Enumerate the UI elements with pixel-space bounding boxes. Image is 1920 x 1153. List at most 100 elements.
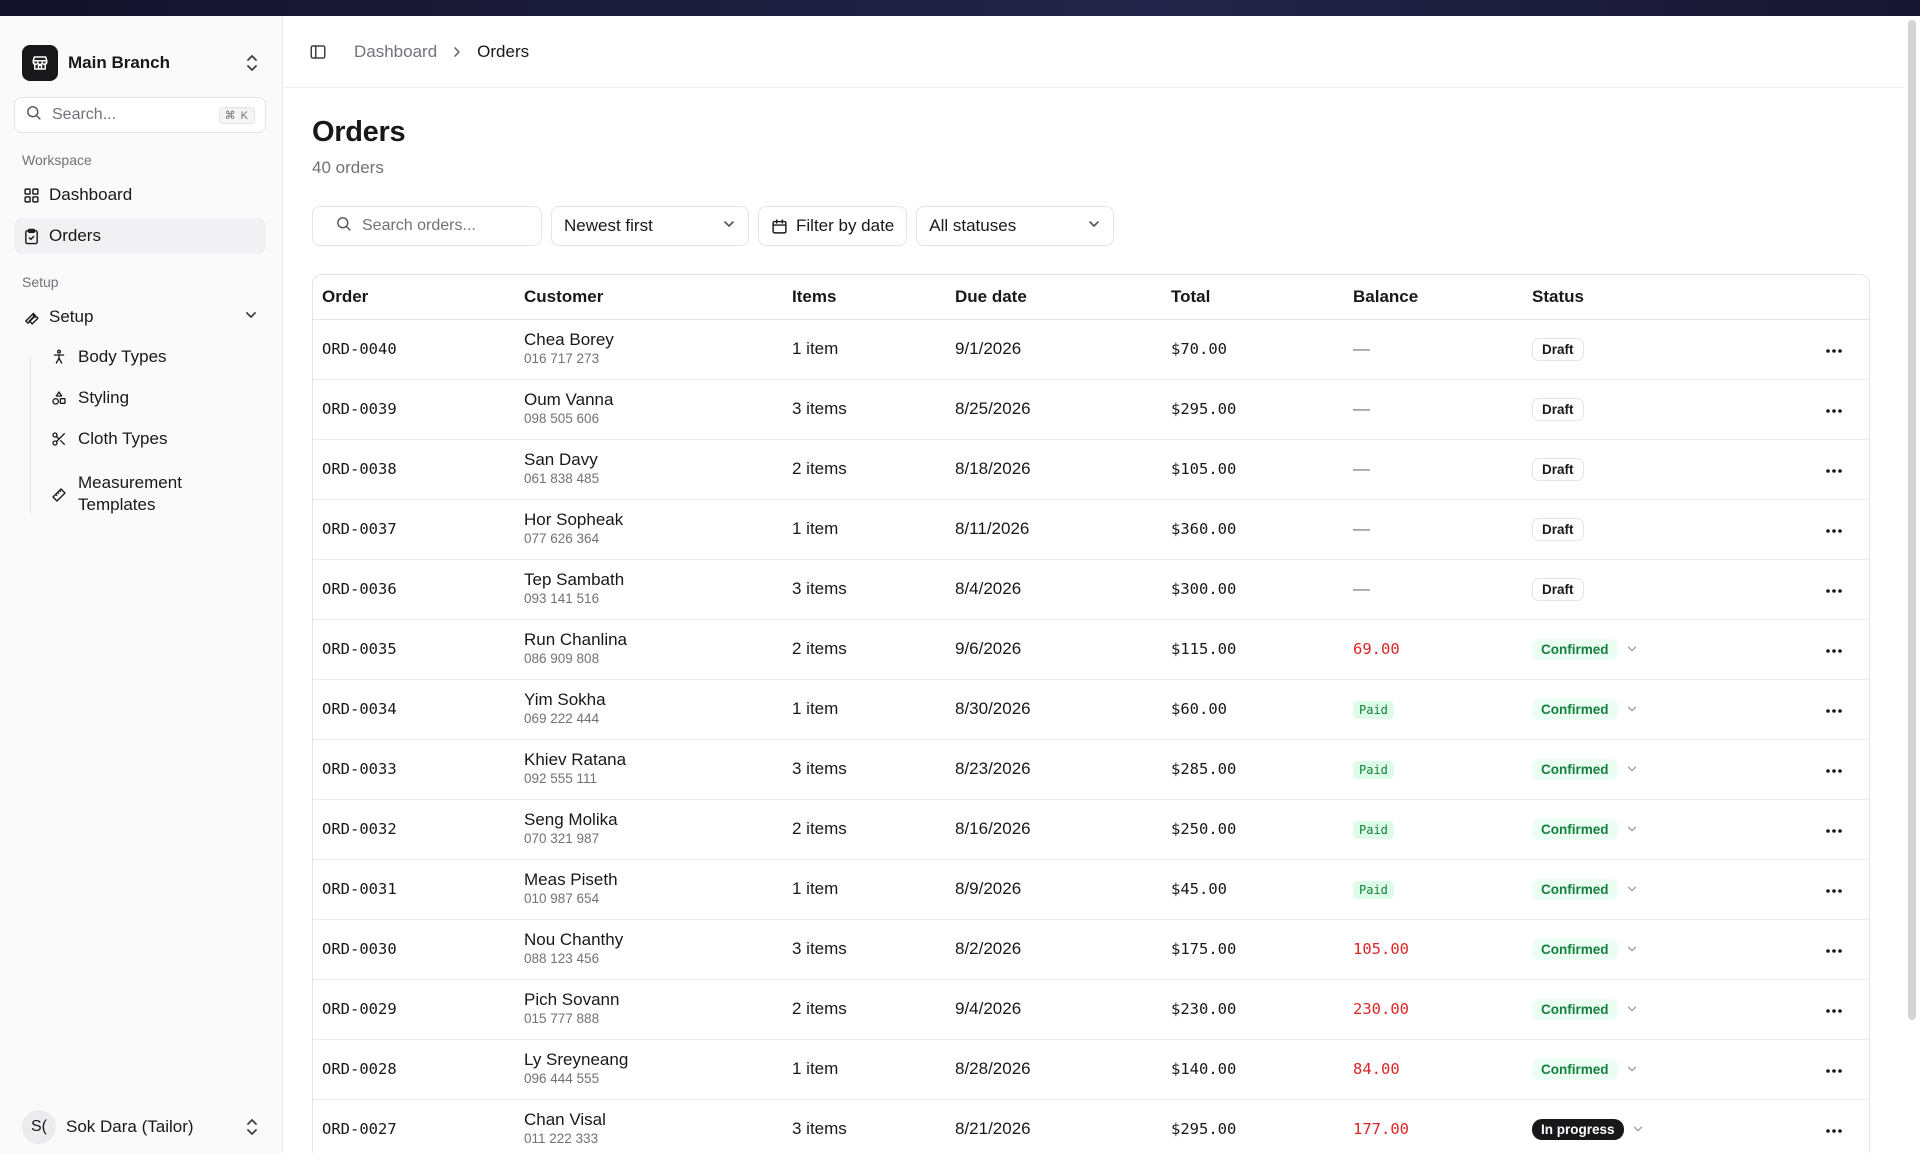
more-actions-icon[interactable] bbox=[1799, 379, 1869, 440]
table-row[interactable]: ORD-0031 Meas Piseth 010 987 654 1 item 8/9/… bbox=[313, 859, 1869, 920]
status-badge[interactable]: Draft bbox=[1532, 337, 1584, 361]
column-header-due-date[interactable]: Due date bbox=[946, 275, 1162, 320]
sidebar-search-input[interactable]: Search... ⌘ K bbox=[14, 97, 266, 133]
chevron-down-icon[interactable] bbox=[1626, 1003, 1638, 1015]
column-header-items[interactable]: Items bbox=[783, 275, 946, 320]
sort-select[interactable]: Newest first bbox=[551, 206, 749, 246]
order-id[interactable]: ORD-0039 bbox=[313, 379, 515, 440]
status-cell: Draft bbox=[1523, 439, 1799, 500]
status-badge[interactable]: Draft bbox=[1532, 577, 1584, 601]
status-badge[interactable]: Confirmed bbox=[1532, 878, 1618, 900]
status-badge[interactable]: Confirmed bbox=[1532, 1058, 1618, 1080]
more-actions-icon[interactable] bbox=[1799, 1039, 1869, 1100]
order-total: $295.00 bbox=[1162, 379, 1344, 440]
chevron-down-icon[interactable] bbox=[1626, 643, 1638, 655]
column-header-customer[interactable]: Customer bbox=[515, 275, 783, 320]
sidebar-group-setup[interactable]: Setup bbox=[14, 299, 266, 335]
sidebar-item-dashboard[interactable]: Dashboard bbox=[14, 177, 266, 213]
status-select[interactable]: All statuses bbox=[916, 206, 1115, 246]
order-id[interactable]: ORD-0038 bbox=[313, 439, 515, 500]
table-row[interactable]: ORD-0035 Run Chanlina 086 909 808 2 items 9/… bbox=[313, 619, 1869, 680]
filter-by-date-button[interactable]: Filter by date bbox=[758, 206, 908, 246]
table-row[interactable]: ORD-0027 Chan Visal 011 222 333 3 items 8/21… bbox=[313, 1099, 1869, 1153]
balance-cell: Paid bbox=[1344, 679, 1523, 740]
chevron-down-icon[interactable] bbox=[1632, 1123, 1644, 1135]
table-row[interactable]: ORD-0038 San Davy 061 838 485 2 items 8/18/2… bbox=[313, 439, 1869, 500]
status-badge[interactable]: In progress bbox=[1532, 1118, 1624, 1140]
column-header-total[interactable]: Total bbox=[1162, 275, 1344, 320]
orders-table: Order Customer Items Due date Total Bala… bbox=[312, 274, 1870, 1153]
status-badge[interactable]: Confirmed bbox=[1532, 938, 1618, 960]
more-actions-icon[interactable] bbox=[1799, 439, 1869, 500]
more-actions-icon[interactable] bbox=[1799, 559, 1869, 620]
more-actions-icon[interactable] bbox=[1799, 859, 1869, 920]
sidebar-item-label: Measurement Templates bbox=[78, 473, 182, 514]
table-row[interactable]: ORD-0037 Hor Sopheak 077 626 364 1 item 8/11… bbox=[313, 499, 1869, 560]
more-actions-icon[interactable] bbox=[1799, 919, 1869, 980]
chevron-down-icon[interactable] bbox=[1626, 823, 1638, 835]
table-row[interactable]: ORD-0039 Oum Vanna 098 505 606 3 items 8/25/… bbox=[313, 379, 1869, 440]
order-id[interactable]: ORD-0034 bbox=[313, 679, 515, 740]
table-row[interactable]: ORD-0036 Tep Sambath 093 141 516 3 items 8/4… bbox=[313, 559, 1869, 620]
sidebar-item-measurement-templates[interactable]: Measurement Templates bbox=[42, 472, 264, 516]
order-id[interactable]: ORD-0029 bbox=[313, 979, 515, 1040]
sidebar-item-styling[interactable]: Styling bbox=[42, 387, 264, 409]
item-count: 2 items bbox=[783, 619, 946, 680]
customer-name: Nou Chanthy bbox=[524, 930, 624, 949]
more-actions-icon[interactable] bbox=[1799, 1099, 1869, 1153]
table-row[interactable]: ORD-0033 Khiev Ratana 092 555 111 3 items 8/… bbox=[313, 739, 1869, 800]
status-badge[interactable]: Confirmed bbox=[1532, 998, 1618, 1020]
more-actions-icon[interactable] bbox=[1799, 979, 1869, 1040]
more-actions-icon[interactable] bbox=[1799, 679, 1869, 740]
chevron-down-icon[interactable] bbox=[1626, 763, 1638, 775]
table-row[interactable]: ORD-0028 Ly Sreyneang 096 444 555 1 item 8/2… bbox=[313, 1039, 1869, 1100]
page-scrollbar[interactable] bbox=[1908, 20, 1916, 1020]
sidebar-toggle-icon[interactable] bbox=[308, 42, 328, 62]
table-row[interactable]: ORD-0032 Seng Molika 070 321 987 2 items 8/1… bbox=[313, 799, 1869, 860]
sidebar-item-cloth-types[interactable]: Cloth Types bbox=[42, 428, 264, 450]
order-id[interactable]: ORD-0030 bbox=[313, 919, 515, 980]
order-id[interactable]: ORD-0040 bbox=[313, 319, 515, 380]
order-id[interactable]: ORD-0028 bbox=[313, 1039, 515, 1100]
more-actions-icon[interactable] bbox=[1799, 739, 1869, 800]
customer-phone: 016 717 273 bbox=[524, 351, 600, 366]
column-header-order[interactable]: Order bbox=[313, 275, 515, 320]
order-id[interactable]: ORD-0027 bbox=[313, 1099, 515, 1153]
order-id[interactable]: ORD-0033 bbox=[313, 739, 515, 800]
sidebar-item-orders[interactable]: Orders bbox=[14, 218, 266, 254]
status-badge[interactable]: Confirmed bbox=[1532, 758, 1618, 780]
chevron-down-icon[interactable] bbox=[1626, 883, 1638, 895]
more-actions-icon[interactable] bbox=[1799, 619, 1869, 680]
table-row[interactable]: ORD-0034 Yim Sokha 069 222 444 1 item 8/30/2… bbox=[313, 679, 1869, 740]
status-badge[interactable]: Draft bbox=[1532, 517, 1584, 541]
branch-switcher[interactable]: Main Branch bbox=[22, 43, 260, 83]
chevron-down-icon[interactable] bbox=[1626, 943, 1638, 955]
order-id[interactable]: ORD-0032 bbox=[313, 799, 515, 860]
column-header-balance[interactable]: Balance bbox=[1344, 275, 1523, 320]
more-actions-icon[interactable] bbox=[1799, 499, 1869, 560]
order-search-input[interactable]: Search orders... bbox=[312, 206, 542, 246]
order-id[interactable]: ORD-0031 bbox=[313, 859, 515, 920]
status-badge[interactable]: Draft bbox=[1532, 457, 1584, 481]
chevron-down-icon[interactable] bbox=[1626, 1063, 1638, 1075]
column-header-status[interactable]: Status bbox=[1523, 275, 1799, 320]
status-badge[interactable]: Confirmed bbox=[1532, 698, 1618, 720]
status-badge[interactable]: Confirmed bbox=[1532, 818, 1618, 840]
status-badge[interactable]: Confirmed bbox=[1532, 638, 1618, 660]
table-row[interactable]: ORD-0030 Nou Chanthy 088 123 456 3 items 8/2… bbox=[313, 919, 1869, 980]
table-row[interactable]: ORD-0029 Pich Sovann 015 777 888 2 items 9/4… bbox=[313, 979, 1869, 1040]
sidebar-item-label: Styling bbox=[78, 388, 130, 407]
status-cell: Draft bbox=[1523, 559, 1799, 620]
sidebar: Main Branch Search... ⌘ K Workspace Dash… bbox=[0, 16, 283, 1153]
breadcrumb-dashboard[interactable]: Dashboard bbox=[354, 41, 438, 61]
sidebar-item-body-types[interactable]: Body Types bbox=[42, 346, 264, 368]
order-id[interactable]: ORD-0035 bbox=[313, 619, 515, 680]
more-actions-icon[interactable] bbox=[1799, 799, 1869, 860]
order-id[interactable]: ORD-0037 bbox=[313, 499, 515, 560]
order-id[interactable]: ORD-0036 bbox=[313, 559, 515, 620]
chevron-down-icon[interactable] bbox=[1626, 703, 1638, 715]
more-actions-icon[interactable] bbox=[1799, 319, 1869, 380]
status-badge[interactable]: Draft bbox=[1532, 397, 1584, 421]
user-menu[interactable]: S( Sok Dara (Tailor) bbox=[22, 1109, 260, 1145]
table-row[interactable]: ORD-0040 Chea Borey 016 717 273 1 item 9/1/2… bbox=[313, 319, 1869, 380]
